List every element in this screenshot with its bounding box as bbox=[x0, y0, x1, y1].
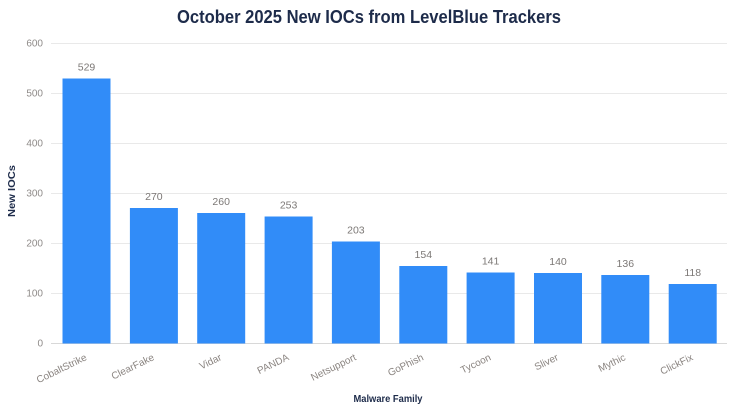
svg-text:500: 500 bbox=[26, 89, 43, 100]
svg-text:600: 600 bbox=[26, 39, 43, 50]
svg-text:260: 260 bbox=[212, 196, 230, 208]
svg-text:141: 141 bbox=[482, 256, 500, 268]
svg-text:203: 203 bbox=[347, 225, 365, 237]
svg-text:100: 100 bbox=[26, 289, 43, 300]
svg-text:400: 400 bbox=[26, 139, 43, 150]
svg-text:118: 118 bbox=[684, 267, 701, 279]
svg-text:0: 0 bbox=[37, 339, 43, 350]
svg-text:136: 136 bbox=[617, 258, 635, 270]
svg-text:154: 154 bbox=[415, 249, 433, 261]
svg-text:New IOCs: New IOCs bbox=[6, 165, 18, 217]
svg-text:253: 253 bbox=[280, 200, 298, 212]
svg-text:140: 140 bbox=[549, 256, 567, 268]
svg-text:529: 529 bbox=[78, 62, 96, 74]
svg-text:270: 270 bbox=[145, 191, 163, 203]
svg-text:300: 300 bbox=[26, 189, 43, 200]
svg-text:Malware Family: Malware Family bbox=[354, 393, 423, 405]
svg-text:October 2025 New IOCs from Lev: October 2025 New IOCs from LevelBlue Tra… bbox=[177, 7, 561, 27]
svg-text:200: 200 bbox=[26, 239, 43, 250]
